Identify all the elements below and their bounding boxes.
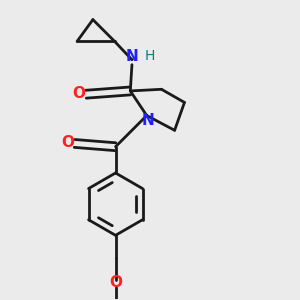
Text: N: N: [126, 49, 138, 64]
Text: O: O: [109, 275, 122, 290]
Text: O: O: [72, 86, 85, 101]
Text: N: N: [142, 113, 155, 128]
Text: H: H: [145, 50, 155, 64]
Text: O: O: [61, 135, 74, 150]
